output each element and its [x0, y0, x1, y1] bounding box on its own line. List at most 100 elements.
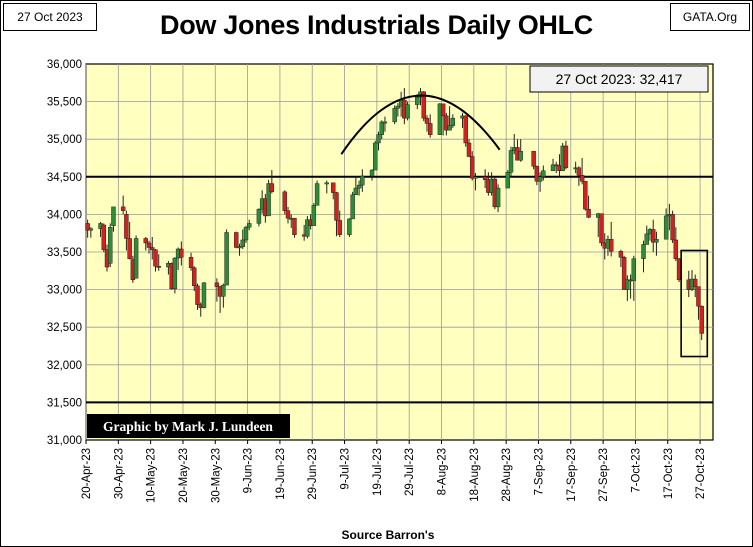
x-tick-label: 29-Jul-23 [404, 448, 416, 496]
x-tick-label: 9-Jul-23 [340, 448, 352, 490]
credit-label-box: Graphic by Mark J. Lundeen [87, 414, 290, 438]
ohlc-bar [631, 255, 637, 301]
x-tick-label: 8-Aug-23 [437, 448, 449, 495]
ohlc-bar [693, 274, 698, 298]
ohlc-bar [654, 231, 659, 256]
y-tick-label: 32,000 [47, 360, 82, 372]
y-tick-label: 35,000 [47, 134, 82, 146]
y-tick-label: 32,500 [47, 322, 82, 334]
x-tick-label: 28-Aug-23 [501, 448, 513, 502]
ohlc-bar [641, 240, 646, 273]
current-value-label-box: 27 Oct 2023: 32,417 [529, 65, 709, 93]
x-tick-label: 30-Apr-23 [113, 448, 125, 499]
x-tick-label: 7-Oct-23 [630, 448, 642, 493]
ohlc-bar [373, 140, 378, 171]
ohlc-bar [269, 170, 275, 194]
ohlc-bar [188, 252, 194, 271]
ohlc-bar [699, 305, 704, 340]
x-tick-label: 7-Sep-23 [533, 448, 545, 495]
brand-badge: GATA.Org [670, 3, 750, 31]
ohlc-bar [353, 176, 359, 196]
x-tick-label: 29-Jun-23 [307, 448, 319, 500]
ohlc-bar [437, 103, 443, 135]
ohlc-bar [234, 231, 239, 249]
ohlc-bar [153, 248, 158, 272]
ohlc-bar [195, 283, 200, 310]
x-tick-label: 30-May-23 [210, 448, 222, 503]
ohlc-bar [405, 101, 410, 121]
date-badge: 27 Oct 2023 [3, 3, 97, 31]
x-tick-label: 20-May-23 [178, 448, 190, 503]
ohlc-bar [576, 166, 582, 186]
ohlc-bar [618, 249, 624, 268]
y-tick-label: 36,000 [47, 59, 82, 71]
ohlc-bar [531, 151, 536, 170]
ohlc-bar [563, 140, 569, 170]
ohlc-bar [651, 219, 656, 252]
ohlc-bar [266, 179, 271, 217]
ohlc-bar [201, 282, 207, 309]
ohlc-bar [324, 180, 329, 194]
ohlc-bar [150, 236, 155, 260]
ohlc-bar [583, 181, 588, 211]
x-axis-ticks: 20-Apr-23 30-Apr-23 10-May-23 20-May-23 30-M… [81, 440, 707, 503]
ohlc-bar [550, 158, 556, 171]
ohlc-bar [473, 173, 478, 191]
ohlc-bar [444, 112, 449, 136]
chart-title: Dow Jones Industrials Daily OHLC [160, 10, 593, 40]
ohlc-bar [463, 115, 468, 147]
ohlc-bar [101, 223, 106, 252]
credit-label: Graphic by Mark J. Lundeen [103, 419, 273, 434]
ohlc-bar [644, 225, 649, 245]
ohlc-bar [88, 227, 94, 238]
ohlc-bar [285, 206, 291, 224]
ohlc-bar [537, 172, 543, 192]
ohlc-bar [424, 115, 430, 132]
ohlc-bar [256, 208, 262, 227]
ohlc-bar [237, 243, 242, 256]
ohlc-bar [85, 219, 90, 238]
source-label: Source Barron's [342, 528, 435, 542]
ohlc-bar [440, 103, 446, 136]
ohlc-bar [243, 225, 249, 243]
ohlc-bar [670, 210, 675, 243]
ohlc-bar [518, 139, 523, 162]
ohlc-bar [127, 221, 132, 260]
x-tick-label: 10-May-23 [146, 448, 158, 503]
ohlc-bar [156, 254, 161, 271]
x-tick-label: 9-Jun-23 [243, 448, 255, 493]
ohlc-bar [305, 215, 310, 239]
current-value-label: 27 Oct 2023: 32,417 [556, 71, 683, 87]
y-tick-label: 35,500 [47, 97, 82, 109]
ohlc-bar [356, 180, 362, 196]
x-tick-label: 17-Oct-23 [663, 448, 675, 499]
ohlc-bar [508, 146, 514, 177]
ohlc-bar [608, 221, 614, 257]
ohlc-bar [133, 235, 139, 279]
ohlc-bar [347, 218, 352, 237]
x-tick-label: 17-Sep-23 [566, 448, 578, 502]
ohlc-bar [696, 286, 701, 320]
reference-lines [86, 175, 713, 404]
x-tick-label: 27-Oct-23 [695, 448, 707, 499]
ohlc-bar [379, 120, 384, 140]
y-tick-label: 31,500 [47, 397, 82, 409]
ohlc-bar [292, 217, 297, 238]
ohlc-bar [334, 191, 339, 237]
ohlc-bar [146, 240, 152, 254]
ohlc-bar [172, 257, 178, 294]
ohlc-bar [240, 229, 245, 249]
ohlc-bar [179, 241, 184, 266]
ohlc-bar [376, 131, 381, 151]
ohlc-bar [625, 275, 630, 301]
ohlc-bar [337, 210, 342, 237]
ohlc-bar [311, 203, 317, 226]
ohlc-bar [108, 223, 113, 268]
gridlines [85, 64, 713, 440]
y-tick-label: 31,000 [47, 435, 82, 447]
ohlc-bar [314, 180, 320, 206]
ohlc-bars [85, 88, 704, 340]
ohlc-bar [450, 114, 456, 128]
ohlc-bar [579, 158, 585, 185]
